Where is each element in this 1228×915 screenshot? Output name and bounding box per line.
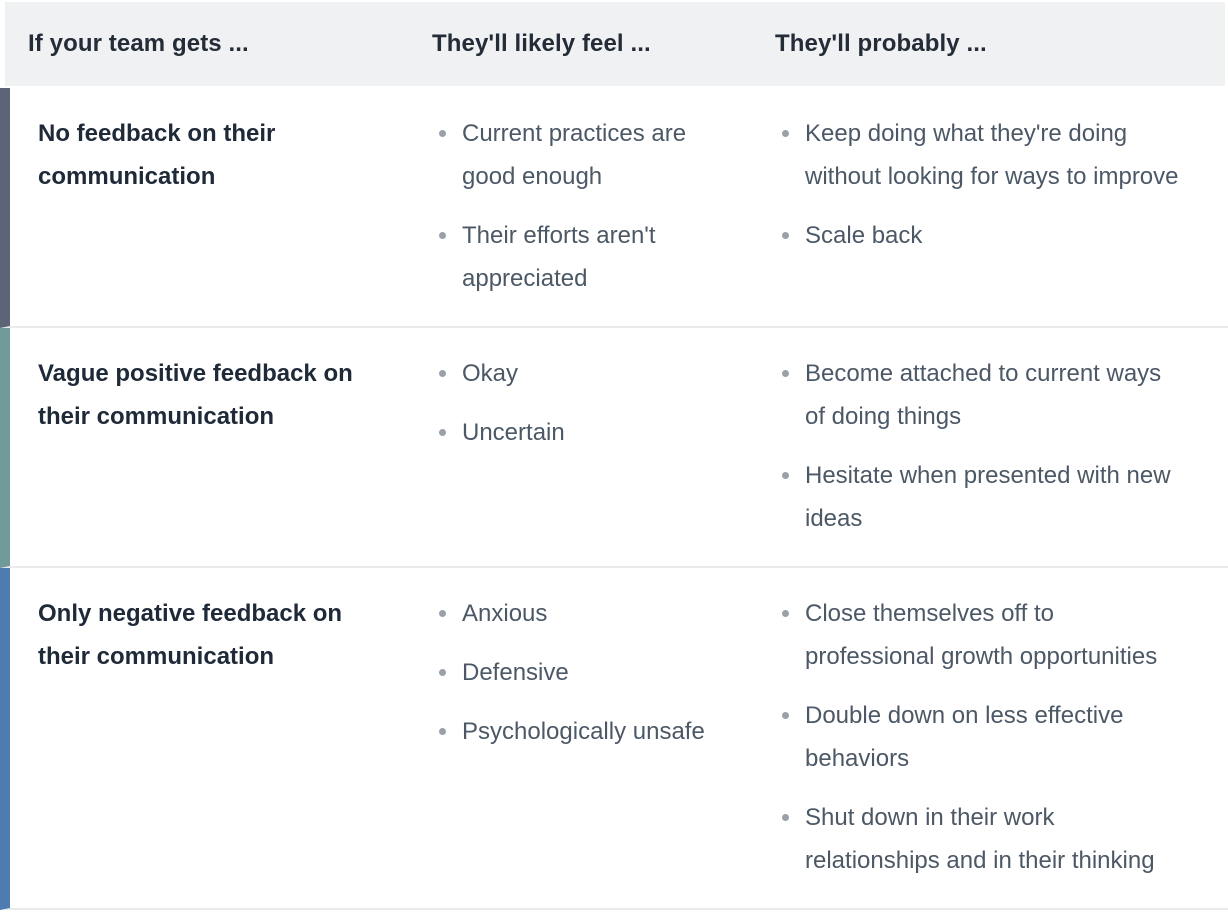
list-item: Anxious	[437, 592, 732, 635]
table-row-no-feedback: No feedback on their communication Curre…	[0, 88, 1228, 328]
table-row-only-negative: Only negative feedback on their communic…	[0, 568, 1228, 910]
list-item: Double down on less effective behaviors	[780, 694, 1180, 780]
table-header-row: If your team gets ... They'll likely fee…	[5, 2, 1225, 86]
header-cell-likely-feel: They'll likely feel ...	[432, 30, 651, 57]
feel-cell: Anxious Defensive Psychologically unsafe	[409, 568, 752, 908]
list-item: Hesitate when presented with new ideas	[780, 454, 1180, 540]
probably-cell: Keep doing what they're doing without lo…	[752, 88, 1228, 326]
condition-cell: No feedback on their communication	[38, 120, 276, 190]
list-item: Close themselves off to professional gro…	[780, 592, 1180, 678]
list-item: Their efforts aren't appreciated	[437, 214, 732, 300]
feel-cell: Current practices are good enough Their …	[409, 88, 752, 326]
probably-list: Close themselves off to professional gro…	[780, 592, 1180, 882]
probably-cell: Close themselves off to professional gro…	[752, 568, 1228, 908]
probably-list: Keep doing what they're doing without lo…	[780, 112, 1180, 257]
condition-cell: Vague positive feedback on their communi…	[38, 360, 353, 430]
feel-list: Okay Uncertain	[437, 352, 732, 454]
list-item: Shut down in their work relationships an…	[780, 796, 1180, 882]
list-item: Current practices are good enough	[437, 112, 732, 198]
header-cell-probably: They'll probably ...	[775, 30, 987, 57]
list-item: Scale back	[780, 214, 1180, 257]
feel-list: Current practices are good enough Their …	[437, 112, 732, 300]
probably-cell: Become attached to current ways of doing…	[752, 328, 1228, 566]
condition-cell: Only negative feedback on their communic…	[38, 600, 343, 670]
list-item: Uncertain	[437, 411, 732, 454]
feel-list: Anxious Defensive Psychologically unsafe	[437, 592, 732, 753]
list-item: Defensive	[437, 651, 732, 694]
probably-list: Become attached to current ways of doing…	[780, 352, 1180, 540]
list-item: Become attached to current ways of doing…	[780, 352, 1180, 438]
list-item: Okay	[437, 352, 732, 395]
feel-cell: Okay Uncertain	[409, 328, 752, 566]
list-item: Psychologically unsafe	[437, 710, 732, 753]
header-cell-if-team-gets: If your team gets ...	[28, 30, 249, 57]
table-row-vague-positive: Vague positive feedback on their communi…	[0, 328, 1228, 568]
list-item: Keep doing what they're doing without lo…	[780, 112, 1180, 198]
